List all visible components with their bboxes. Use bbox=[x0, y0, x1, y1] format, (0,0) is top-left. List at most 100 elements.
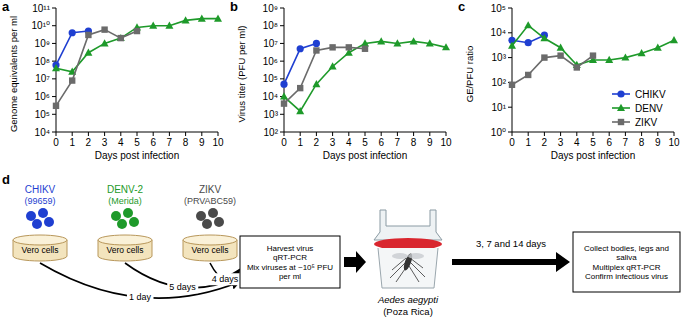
y-tick bbox=[280, 25, 284, 26]
marker bbox=[508, 42, 516, 49]
x-tick bbox=[316, 132, 317, 136]
virus-particle bbox=[123, 208, 133, 218]
marker bbox=[638, 49, 646, 56]
marker bbox=[377, 37, 385, 44]
x-tick-label: 9 bbox=[427, 137, 433, 148]
marker bbox=[296, 107, 304, 114]
box-text: Harvest virus bbox=[267, 244, 314, 253]
x-tick bbox=[544, 132, 545, 136]
mosquito-leg bbox=[410, 258, 423, 268]
panel-label: c bbox=[458, 0, 465, 14]
box-text: Collect bodies, legs andsaliva bbox=[584, 244, 669, 263]
marker bbox=[557, 52, 563, 58]
block-arrow bbox=[344, 251, 366, 273]
virus-particle bbox=[117, 219, 127, 229]
marker bbox=[101, 39, 109, 46]
x-tick bbox=[413, 132, 414, 136]
x-tick bbox=[104, 132, 105, 136]
panel-label: d bbox=[2, 172, 10, 187]
x-tick bbox=[300, 132, 301, 136]
y-axis-title: GE/PFU ratio bbox=[464, 46, 475, 103]
marker bbox=[313, 47, 319, 53]
y-tick-label: 10¹⁰ bbox=[32, 20, 50, 31]
x-tick bbox=[674, 132, 675, 136]
x-tick bbox=[397, 132, 398, 136]
marker bbox=[574, 64, 580, 70]
y-tick bbox=[508, 32, 512, 33]
data-group bbox=[508, 21, 678, 88]
text-line: Collect bodies, legs and bbox=[584, 244, 669, 253]
x-tick bbox=[365, 132, 366, 136]
dish-top bbox=[98, 235, 152, 245]
marker bbox=[297, 45, 304, 52]
series-line bbox=[284, 47, 365, 103]
mosquito-leg bbox=[396, 266, 407, 282]
mosquito-leg bbox=[409, 266, 419, 282]
x-tick-label: 0 bbox=[281, 137, 287, 148]
y-tick-label: 10⁹ bbox=[263, 3, 278, 14]
marker bbox=[214, 14, 222, 21]
x-tick-label: 2 bbox=[542, 137, 548, 148]
x-tick-label: 1 bbox=[525, 137, 531, 148]
text-line: Mix viruses at ~10⁵ PFU bbox=[247, 263, 333, 272]
y-tick bbox=[52, 25, 56, 26]
y-tick bbox=[508, 107, 512, 108]
marker bbox=[297, 85, 303, 91]
y-tick bbox=[508, 8, 512, 9]
y-tick-label: 10³ bbox=[492, 52, 507, 63]
x-tick-label: 7 bbox=[167, 137, 173, 148]
y-tick bbox=[280, 43, 284, 44]
virus-particle bbox=[129, 217, 139, 227]
x-axis-title: Days post infection bbox=[323, 150, 408, 161]
marker bbox=[557, 44, 565, 51]
label-patch bbox=[127, 291, 154, 303]
legend-label: DENV bbox=[635, 103, 663, 114]
y-tick-label: 10⁵ bbox=[263, 73, 278, 84]
marker bbox=[165, 22, 173, 29]
y-tick-label: 10⁴ bbox=[35, 127, 50, 138]
label-patch bbox=[210, 273, 241, 285]
y-tick-label: 10¹¹ bbox=[32, 3, 50, 14]
feeder bbox=[374, 210, 442, 240]
x-tick bbox=[609, 132, 610, 136]
marker bbox=[198, 14, 206, 21]
mosquito-strain: (Poza Rica) bbox=[383, 306, 433, 317]
panel-c: c10⁰10¹10²10³10⁴10⁵012345678910Days post… bbox=[458, 0, 680, 161]
y-tick-label: 10⁴ bbox=[263, 91, 278, 102]
y-tick-label: 10⁴ bbox=[491, 27, 506, 38]
x-tick-label: 7 bbox=[623, 137, 629, 148]
virus-particle bbox=[38, 208, 48, 218]
marker bbox=[605, 56, 613, 63]
mosquito-leg bbox=[390, 262, 406, 278]
legend-marker bbox=[618, 119, 624, 125]
marker bbox=[280, 92, 288, 99]
marker bbox=[84, 48, 92, 55]
y-tick-label: 10⁸ bbox=[263, 20, 278, 31]
marker bbox=[525, 72, 531, 78]
cell-label: Vero cells bbox=[107, 245, 144, 255]
x-tick bbox=[201, 132, 202, 136]
marker bbox=[361, 39, 369, 46]
x-axis-title: Days post infection bbox=[95, 150, 180, 161]
text-line: Multiplex qRT-PCR bbox=[593, 263, 661, 272]
x-tick-label: 10 bbox=[668, 137, 680, 148]
y-tick-label: 10⁸ bbox=[35, 56, 50, 67]
collect-box bbox=[573, 232, 680, 292]
y-axis-title: Virus titer (PFU per ml) bbox=[236, 26, 247, 123]
marker bbox=[329, 44, 335, 50]
series-line bbox=[56, 19, 218, 72]
virus-particle bbox=[196, 211, 206, 221]
y-tick-label: 10⁵ bbox=[35, 109, 50, 120]
x-tick-label: 10 bbox=[212, 137, 224, 148]
x-tick-label: 5 bbox=[590, 137, 596, 148]
legend-label: ZIKV bbox=[635, 117, 658, 128]
marker bbox=[524, 21, 532, 28]
virus-particle bbox=[208, 208, 218, 218]
x-tick-label: 0 bbox=[509, 137, 515, 148]
dish-top bbox=[183, 235, 237, 245]
x-tick bbox=[72, 132, 73, 136]
text-line: Harvest virus bbox=[267, 244, 314, 253]
x-tick-label: 4 bbox=[118, 137, 124, 148]
harvest-box bbox=[240, 236, 340, 288]
y-tick bbox=[52, 8, 56, 9]
